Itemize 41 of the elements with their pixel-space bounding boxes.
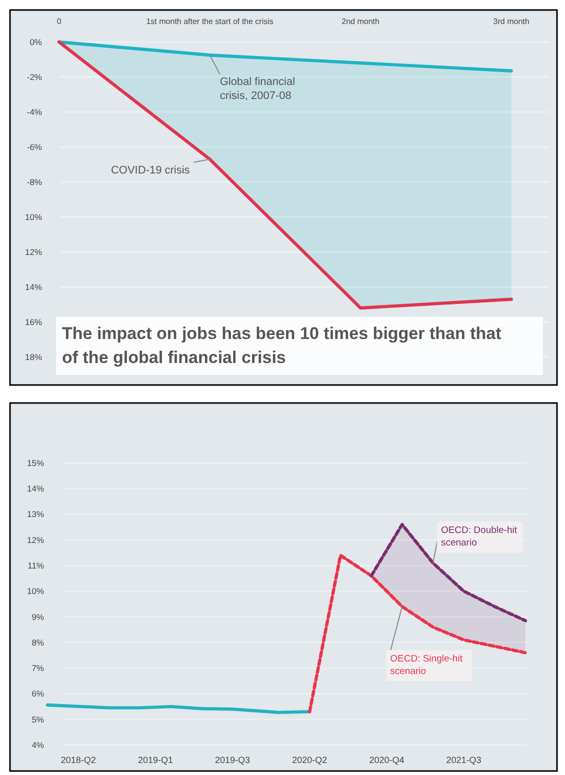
y-tick-label: 7% — [32, 663, 44, 674]
y-tick-label: 11% — [28, 560, 44, 571]
y-tick-label: 4% — [32, 740, 44, 750]
y-tick-label: 10% — [24, 212, 42, 222]
y-tick-label: 14% — [24, 282, 42, 292]
x-tick-label: 3rd month — [493, 17, 530, 26]
y-tick-label: -8% — [26, 176, 42, 187]
y-tick-label: 9% — [32, 612, 44, 622]
text: The impact on jobs has been 10 times bigger than that of the global financial crisis — [62, 324, 502, 367]
y-tick-label: 15% — [26, 458, 44, 468]
y-tick-label: 8% — [32, 637, 44, 648]
series-label: OECD: Double-hit scenario — [440, 524, 518, 548]
x-tick-label: 2020-Q4 — [369, 755, 404, 765]
y-tick-label: 14% — [26, 484, 44, 494]
x-tick-label: 2019-Q1 — [138, 755, 173, 765]
y-tick-label: 10% — [26, 586, 44, 596]
x-tick-label: 2019-Q3 — [215, 755, 250, 765]
x-tick-label: 2020-Q2 — [292, 755, 328, 765]
x-tick-label: 1st month after the start of the crisis — [146, 17, 274, 26]
x-tick-label: 2021-Q3 — [446, 755, 482, 765]
y-tick-label: 16% — [24, 316, 42, 327]
series-label: Global financial crisis, 2007-08 — [220, 76, 296, 102]
line-series — [46, 703, 312, 714]
x-tick-label: 2nd month — [342, 17, 380, 26]
line-series — [370, 522, 528, 622]
y-tick-label: 5% — [32, 714, 44, 724]
x-tick-label: 2018-Q2 — [60, 755, 96, 765]
series-label: COVID-19 crisis — [110, 164, 190, 176]
y-tick-label: -4% — [26, 106, 42, 117]
y-tick-label: 12% — [26, 534, 44, 545]
series-label: OECD: Single-hit scenario — [390, 654, 463, 678]
y-tick-label: 12% — [24, 246, 42, 257]
y-tick-label: -6% — [26, 142, 42, 152]
y-tick-label: 13% — [26, 509, 44, 520]
line-series — [57, 40, 513, 72]
y-tick-label: 18% — [24, 352, 42, 362]
y-tick-label: 0% — [30, 36, 42, 47]
line-series — [308, 554, 528, 714]
x-tick-label: 0 — [56, 17, 62, 26]
y-tick-label: 6% — [32, 688, 44, 699]
y-tick-label: -2% — [26, 72, 42, 82]
